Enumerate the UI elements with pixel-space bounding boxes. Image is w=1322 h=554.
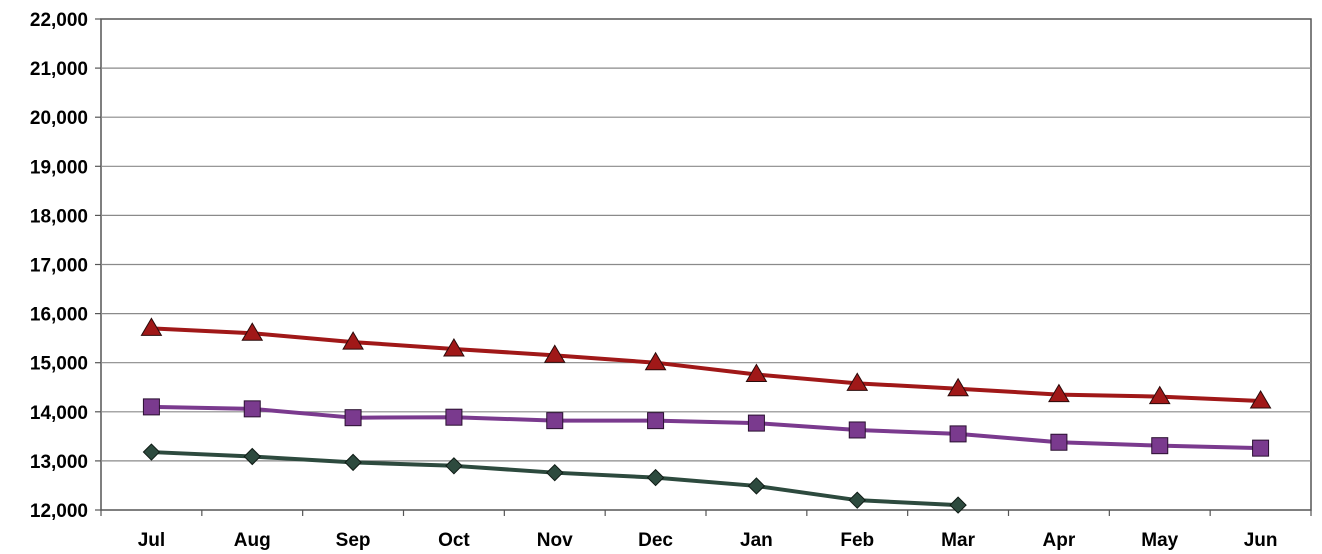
series-3-point [344,453,362,472]
y-tick-label: 20,000 [30,108,88,129]
series-3-point [546,463,564,482]
series-1-point [241,322,264,341]
series-1-point [140,317,163,336]
x-axis: Jul Aug Sep Oct Nov Dec Jan Feb Mar Apr May Jun [100,510,1312,551]
series-3-point [646,468,665,487]
series-1-point [644,351,667,371]
series-3-point [747,477,766,495]
series-3-point [848,491,866,509]
y-tick-label: 22,000 [30,10,88,31]
series-2-point [344,409,362,427]
x-tick-label: Nov [537,530,573,551]
series-1-point [1148,385,1171,405]
series-1-point [543,344,566,363]
y-tick-label: 19,000 [30,157,88,178]
series-3 [142,443,967,514]
x-tick-label: Oct [438,530,470,551]
series-1-point [1048,383,1070,403]
series-1-point [947,377,969,397]
series-2-point [546,412,564,430]
series-2-point [243,400,261,418]
series-2-line [151,404,1261,451]
x-tick-label: Feb [840,530,874,551]
series-group [140,317,1272,514]
series-2-point [1050,433,1068,451]
series-3-point [949,496,967,514]
y-axis: 12,000 13,000 14,000 15,000 16,000 17,000 18,0… [30,10,101,522]
x-tick-label: Mar [941,530,975,551]
series-1-point [443,337,465,357]
series-3-point [142,443,161,461]
x-tick-label: Sep [336,530,371,551]
y-tick-label: 12,000 [30,501,88,522]
series-2-point [1151,437,1169,455]
y-tick-label: 15,000 [30,354,88,375]
series-2-point [445,408,463,426]
y-tick-label: 16,000 [30,305,88,326]
series-2 [142,398,1270,457]
series-1-point [745,363,768,382]
x-tick-label: Aug [234,530,271,551]
y-tick-label: 18,000 [30,206,88,227]
series-2-point [848,421,866,439]
series-1-line [151,326,1261,403]
y-tick-label: 13,000 [30,452,88,473]
series-2-point [1252,439,1270,457]
series-1-point [1249,390,1272,409]
series-2-point [747,414,765,432]
x-tick-label: Apr [1043,530,1076,551]
y-tick-label: 21,000 [30,59,88,80]
x-tick-label: Jul [138,530,165,551]
series-1 [140,317,1272,409]
series-2-point [949,425,967,443]
series-2-point [647,412,665,430]
series-3-point [243,447,261,466]
series-3-point [445,457,463,475]
x-tick-label: Jun [1244,530,1278,551]
series-1-point [846,372,869,391]
x-tick-label: May [1141,530,1178,551]
series-2-point [142,398,160,416]
y-tick-label: 14,000 [30,403,88,424]
series-1-point [342,331,364,350]
y-tick-label: 17,000 [30,256,88,277]
x-tick-label: Jan [740,530,773,551]
x-tick-label: Dec [638,530,673,551]
